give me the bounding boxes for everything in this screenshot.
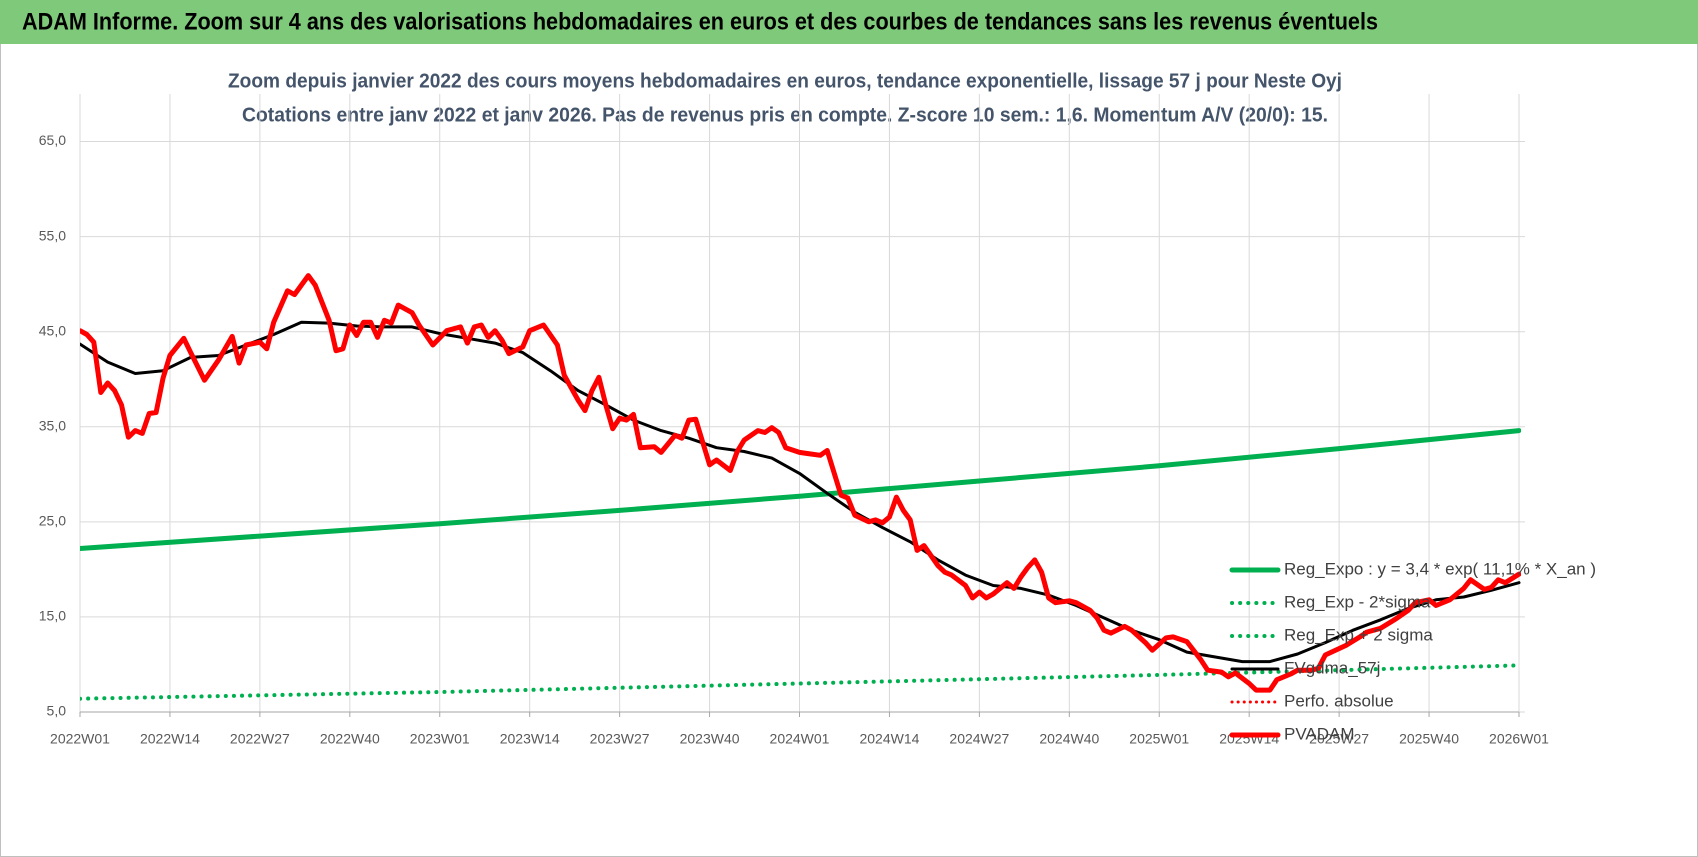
x-tick-label: 2025W27: [1309, 731, 1369, 747]
x-tick-label: 2023W27: [590, 731, 650, 747]
y-tick-label: 25,0: [39, 513, 66, 529]
series-line: [80, 428, 1521, 551]
x-tick-label: 2024W27: [949, 731, 1009, 747]
x-tick-label: 2025W40: [1399, 731, 1459, 747]
x-tick-label: 2024W01: [770, 731, 830, 747]
legend-label: Reg_Exp + 2 sigma: [1284, 625, 1433, 644]
x-tick-label: 2023W14: [500, 731, 560, 747]
series-line: [80, 663, 1521, 701]
header-bar: [0, 0, 1698, 44]
legend-label: FVgdma_57j: [1284, 658, 1380, 677]
series-line: [80, 320, 1521, 664]
chart-title: Zoom depuis janvier 2022 des cours moyen…: [228, 70, 1342, 92]
x-tick-label: 2026W01: [1489, 731, 1549, 747]
grid: 5,0 15,0 25,0 35,0 45,0 55,0 65,0 2022W01 2022W1…: [39, 94, 1549, 747]
y-tick-label: 55,0: [39, 227, 66, 243]
y-tick-label: 45,0: [39, 322, 66, 338]
y-tick-label: 5,0: [47, 703, 67, 719]
y-tick-label: 65,0: [39, 132, 66, 148]
x-tick-label: 2024W40: [1039, 731, 1099, 747]
x-tick-label: 2022W27: [230, 731, 290, 747]
plot: [80, 273, 1521, 701]
header-title: ADAM Informe. Zoom sur 4 ans des valoris…: [22, 8, 1378, 35]
x-tick-label: 2023W40: [680, 731, 740, 747]
series-line: [80, 273, 1521, 693]
y-tick-label: 15,0: [39, 608, 66, 624]
x-tick-label: 2023W01: [410, 731, 470, 747]
legend: Reg_Expo : y = 3,4 * exp( 11,1% * X_an )…: [1229, 559, 1596, 743]
legend-label: PVADAM: [1284, 724, 1355, 743]
x-tick-label: 2022W40: [320, 731, 380, 747]
legend-label: Perfo. absolue: [1284, 691, 1394, 710]
chart-subtitle: Cotations entre janv 2022 et janv 2026. …: [242, 104, 1328, 126]
legend-label: Reg_Expo : y = 3,4 * exp( 11,1% * X_an ): [1284, 559, 1596, 578]
legend-label: Reg_Exp - 2*sigma: [1284, 592, 1431, 611]
x-tick-label: 2024W14: [859, 731, 919, 747]
y-tick-label: 35,0: [39, 417, 66, 433]
x-tick-label: 2022W14: [140, 731, 200, 747]
x-tick-label: 2025W01: [1129, 731, 1189, 747]
x-tick-label: 2022W01: [50, 731, 110, 747]
